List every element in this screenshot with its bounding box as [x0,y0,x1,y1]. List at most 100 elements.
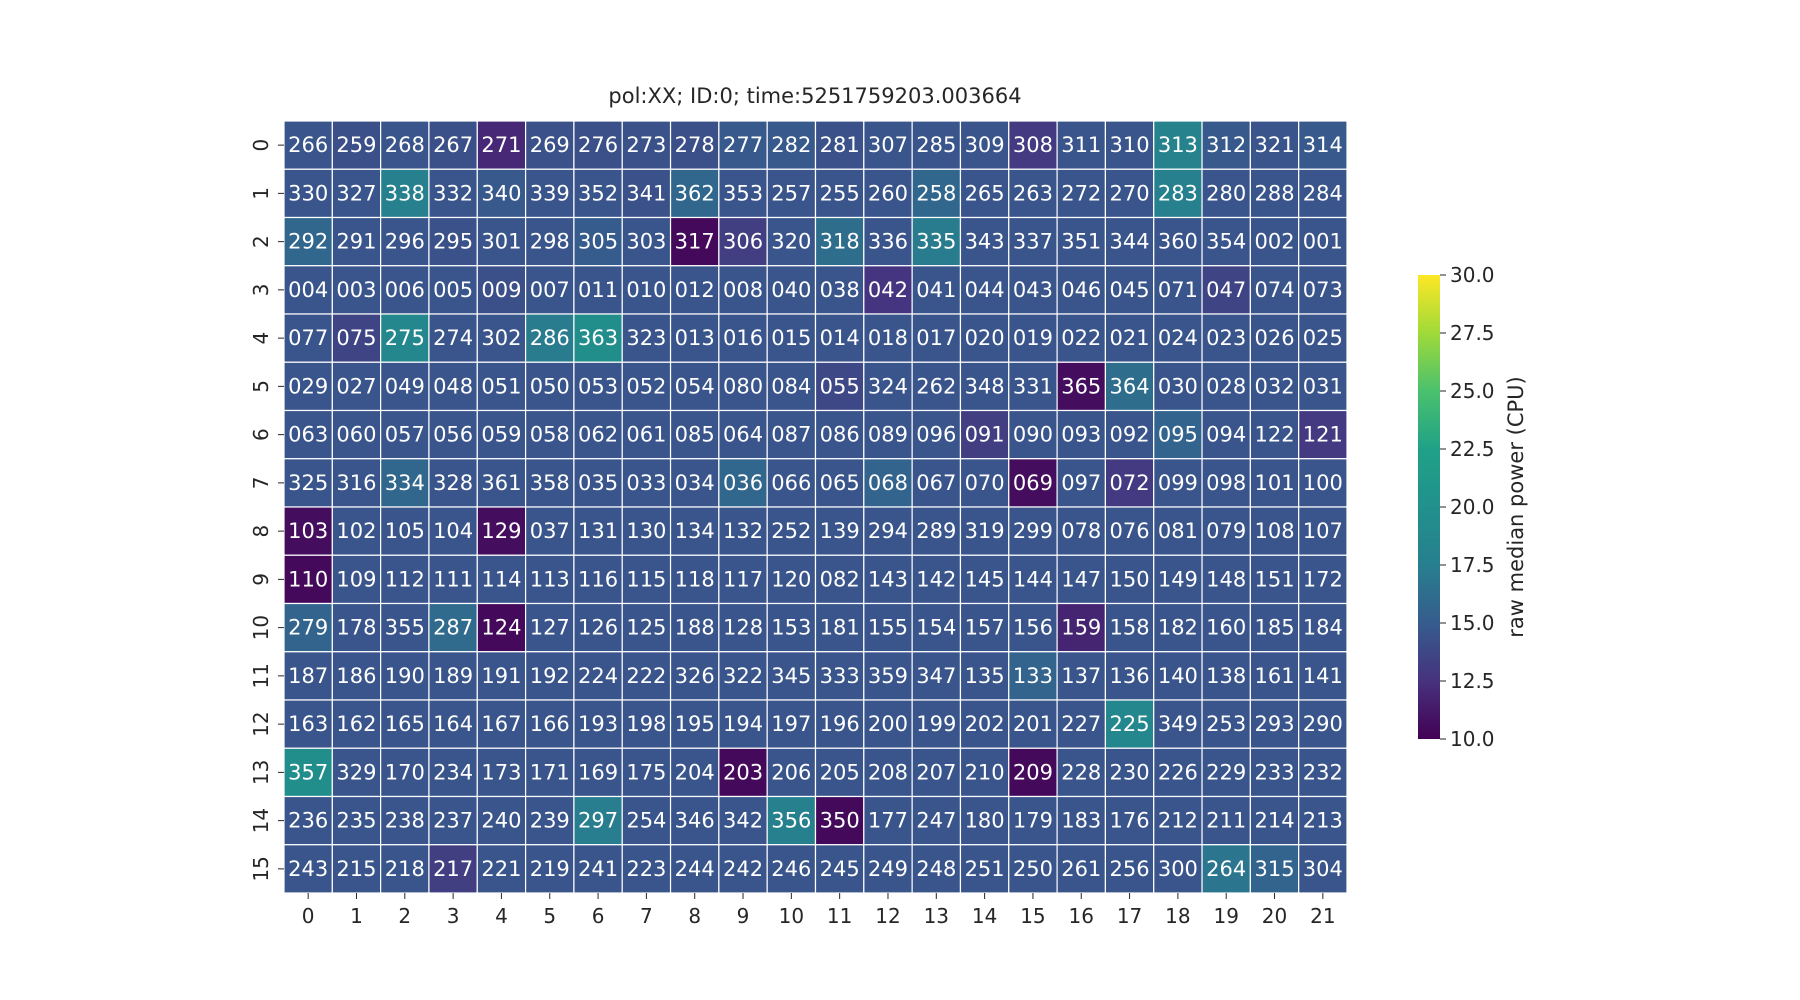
heatmap-cell [1201,554,1251,605]
heatmap-cell [283,216,333,267]
y-tick-label: 11 [249,663,273,688]
cell-label: 286 [530,326,570,350]
cell-label: 355 [385,616,425,640]
cell-label: 154 [916,616,956,640]
heatmap-cell [669,651,720,701]
cell-label: 281 [820,133,860,157]
x-tick-label: 13 [924,904,949,928]
cell-label: 326 [675,664,715,688]
cell-label: 260 [868,181,908,205]
cell-label: 173 [481,760,521,784]
cell-label: 038 [820,278,860,302]
heatmap-cell [524,265,575,315]
cell-label: 180 [965,809,1005,833]
cell-label: 158 [1110,616,1150,640]
heatmap-cell [573,651,623,701]
x-tick-label: 20 [1262,904,1287,928]
cell-label: 222 [626,664,666,688]
cell-label: 359 [868,664,908,688]
cell-label: 336 [868,230,908,254]
heatmap-cell [669,265,720,315]
cell-label: 320 [771,230,811,254]
cell-label: 307 [868,133,908,157]
cell-label: 195 [675,712,715,736]
heatmap-cell [911,795,962,846]
cell-label: 317 [675,230,715,254]
cell-label: 079 [1206,519,1246,543]
cell-label: 047 [1206,278,1246,302]
colorbar-gradient [1418,275,1440,739]
cell-label: 133 [1013,664,1053,688]
cell-label: 329 [336,760,376,784]
cell-label: 100 [1303,471,1343,495]
heatmap-cell [911,844,962,894]
cell-label: 312 [1206,133,1246,157]
cell-label: 178 [336,616,376,640]
cell-label: 134 [675,519,715,543]
x-tick-label: 17 [1117,904,1142,928]
cell-label: 332 [433,181,473,205]
cell-label: 191 [481,664,521,688]
cell-label: 238 [385,809,425,833]
cell-label: 097 [1061,471,1101,495]
heatmap-cell [524,506,575,556]
cell-label: 267 [433,133,473,157]
cell-label: 176 [1110,809,1150,833]
cell-label: 229 [1206,760,1246,784]
cell-label: 116 [578,567,618,591]
heatmap-cell [476,506,527,556]
cell-label: 241 [578,857,618,881]
cell-label: 130 [626,519,666,543]
heatmap-cells [283,120,1348,894]
heatmap-cell [428,554,478,605]
cell-label: 318 [820,230,860,254]
cell-label: 272 [1061,181,1101,205]
cell-label: 248 [916,857,956,881]
colorbar-tick-label: 17.5 [1450,553,1495,577]
cell-label: 285 [916,133,956,157]
heatmap-cell [1056,602,1107,653]
heatmap-cell [911,313,962,363]
heatmap-cell [766,506,817,556]
heatmap-cell [524,602,575,653]
heatmap-cell [283,699,333,749]
cell-label: 282 [771,133,811,157]
cell-label: 148 [1206,567,1246,591]
heatmap-cell [863,747,913,798]
cell-label: 068 [868,471,908,495]
heatmap-cell [331,216,382,267]
cell-label: 327 [336,181,376,205]
cell-label: 275 [385,326,425,350]
heatmap-cell [476,844,527,894]
cell-label: 358 [530,471,570,495]
heatmap-cell [1104,265,1155,315]
heatmap-cell [524,409,575,460]
cell-label: 003 [336,278,376,302]
cell-label: 291 [336,230,376,254]
cell-label: 070 [965,471,1005,495]
heatmap-cell [1298,844,1348,894]
cell-label: 132 [723,519,763,543]
cell-label: 266 [288,133,328,157]
cell-label: 011 [578,278,618,302]
heatmap-cell [621,795,672,846]
cell-label: 117 [723,567,763,591]
cell-label: 339 [530,181,570,205]
cell-label: 331 [1013,374,1053,398]
heatmap-cell [1104,506,1155,556]
heatmap-cell [959,409,1010,460]
heatmap-cell [718,216,768,267]
heatmap-cell [1298,216,1348,267]
heatmap-cell [1056,651,1107,701]
cell-label: 274 [433,326,473,350]
cell-label: 256 [1110,857,1150,881]
cell-label: 228 [1061,760,1101,784]
heatmap-cell [380,313,430,363]
cell-label: 051 [481,374,521,398]
colorbar-tick-label: 27.5 [1450,321,1495,345]
y-tick-label: 9 [249,573,273,586]
heatmap-cell [621,458,672,508]
heatmap-cell [428,795,478,846]
heatmap-cell [476,699,527,749]
